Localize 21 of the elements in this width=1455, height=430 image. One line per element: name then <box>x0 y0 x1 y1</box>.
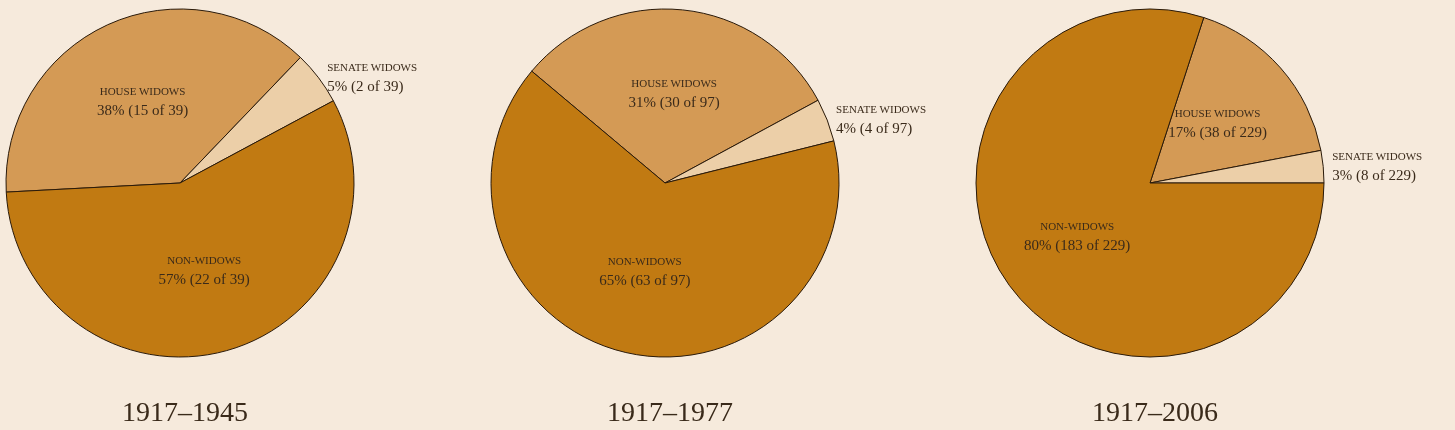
data-label: 80% (183 of 229) <box>1024 236 1131 254</box>
slice-label: SENATE WIDOWS <box>1332 150 1423 163</box>
slice-label: NON-WIDOWS <box>1040 219 1115 232</box>
data-label: 31% (30 of 97) <box>628 94 720 112</box>
text: 1917–2006 <box>1092 395 1218 427</box>
slice-label: NON-WIDOWS <box>607 254 682 267</box>
slice-label: HOUSE WIDOWS <box>631 77 717 90</box>
slice-label: NON-WIDOWS <box>167 253 242 266</box>
slice-label: HOUSE WIDOWS <box>1174 107 1261 120</box>
data-label: 3% (8 of 229) <box>1332 167 1416 185</box>
data-label: 5% (2 of 39) <box>327 77 404 95</box>
slice-label: SENATE WIDOWS <box>836 103 927 116</box>
data-label: 57% (22 of 39) <box>158 270 250 288</box>
data-label: 65% (63 of 97) <box>599 271 691 289</box>
slice-label: HOUSE WIDOWS <box>99 85 186 98</box>
data-label: 17% (38 of 229) <box>1168 124 1267 142</box>
data-label: 38% (15 of 39) <box>96 102 189 120</box>
slice-label: SENATE WIDOWS <box>327 60 418 73</box>
text: 1917–1977 <box>607 395 733 427</box>
data-label: 4% (4 of 97) <box>836 120 913 138</box>
text: 1917–1945 <box>122 395 248 427</box>
